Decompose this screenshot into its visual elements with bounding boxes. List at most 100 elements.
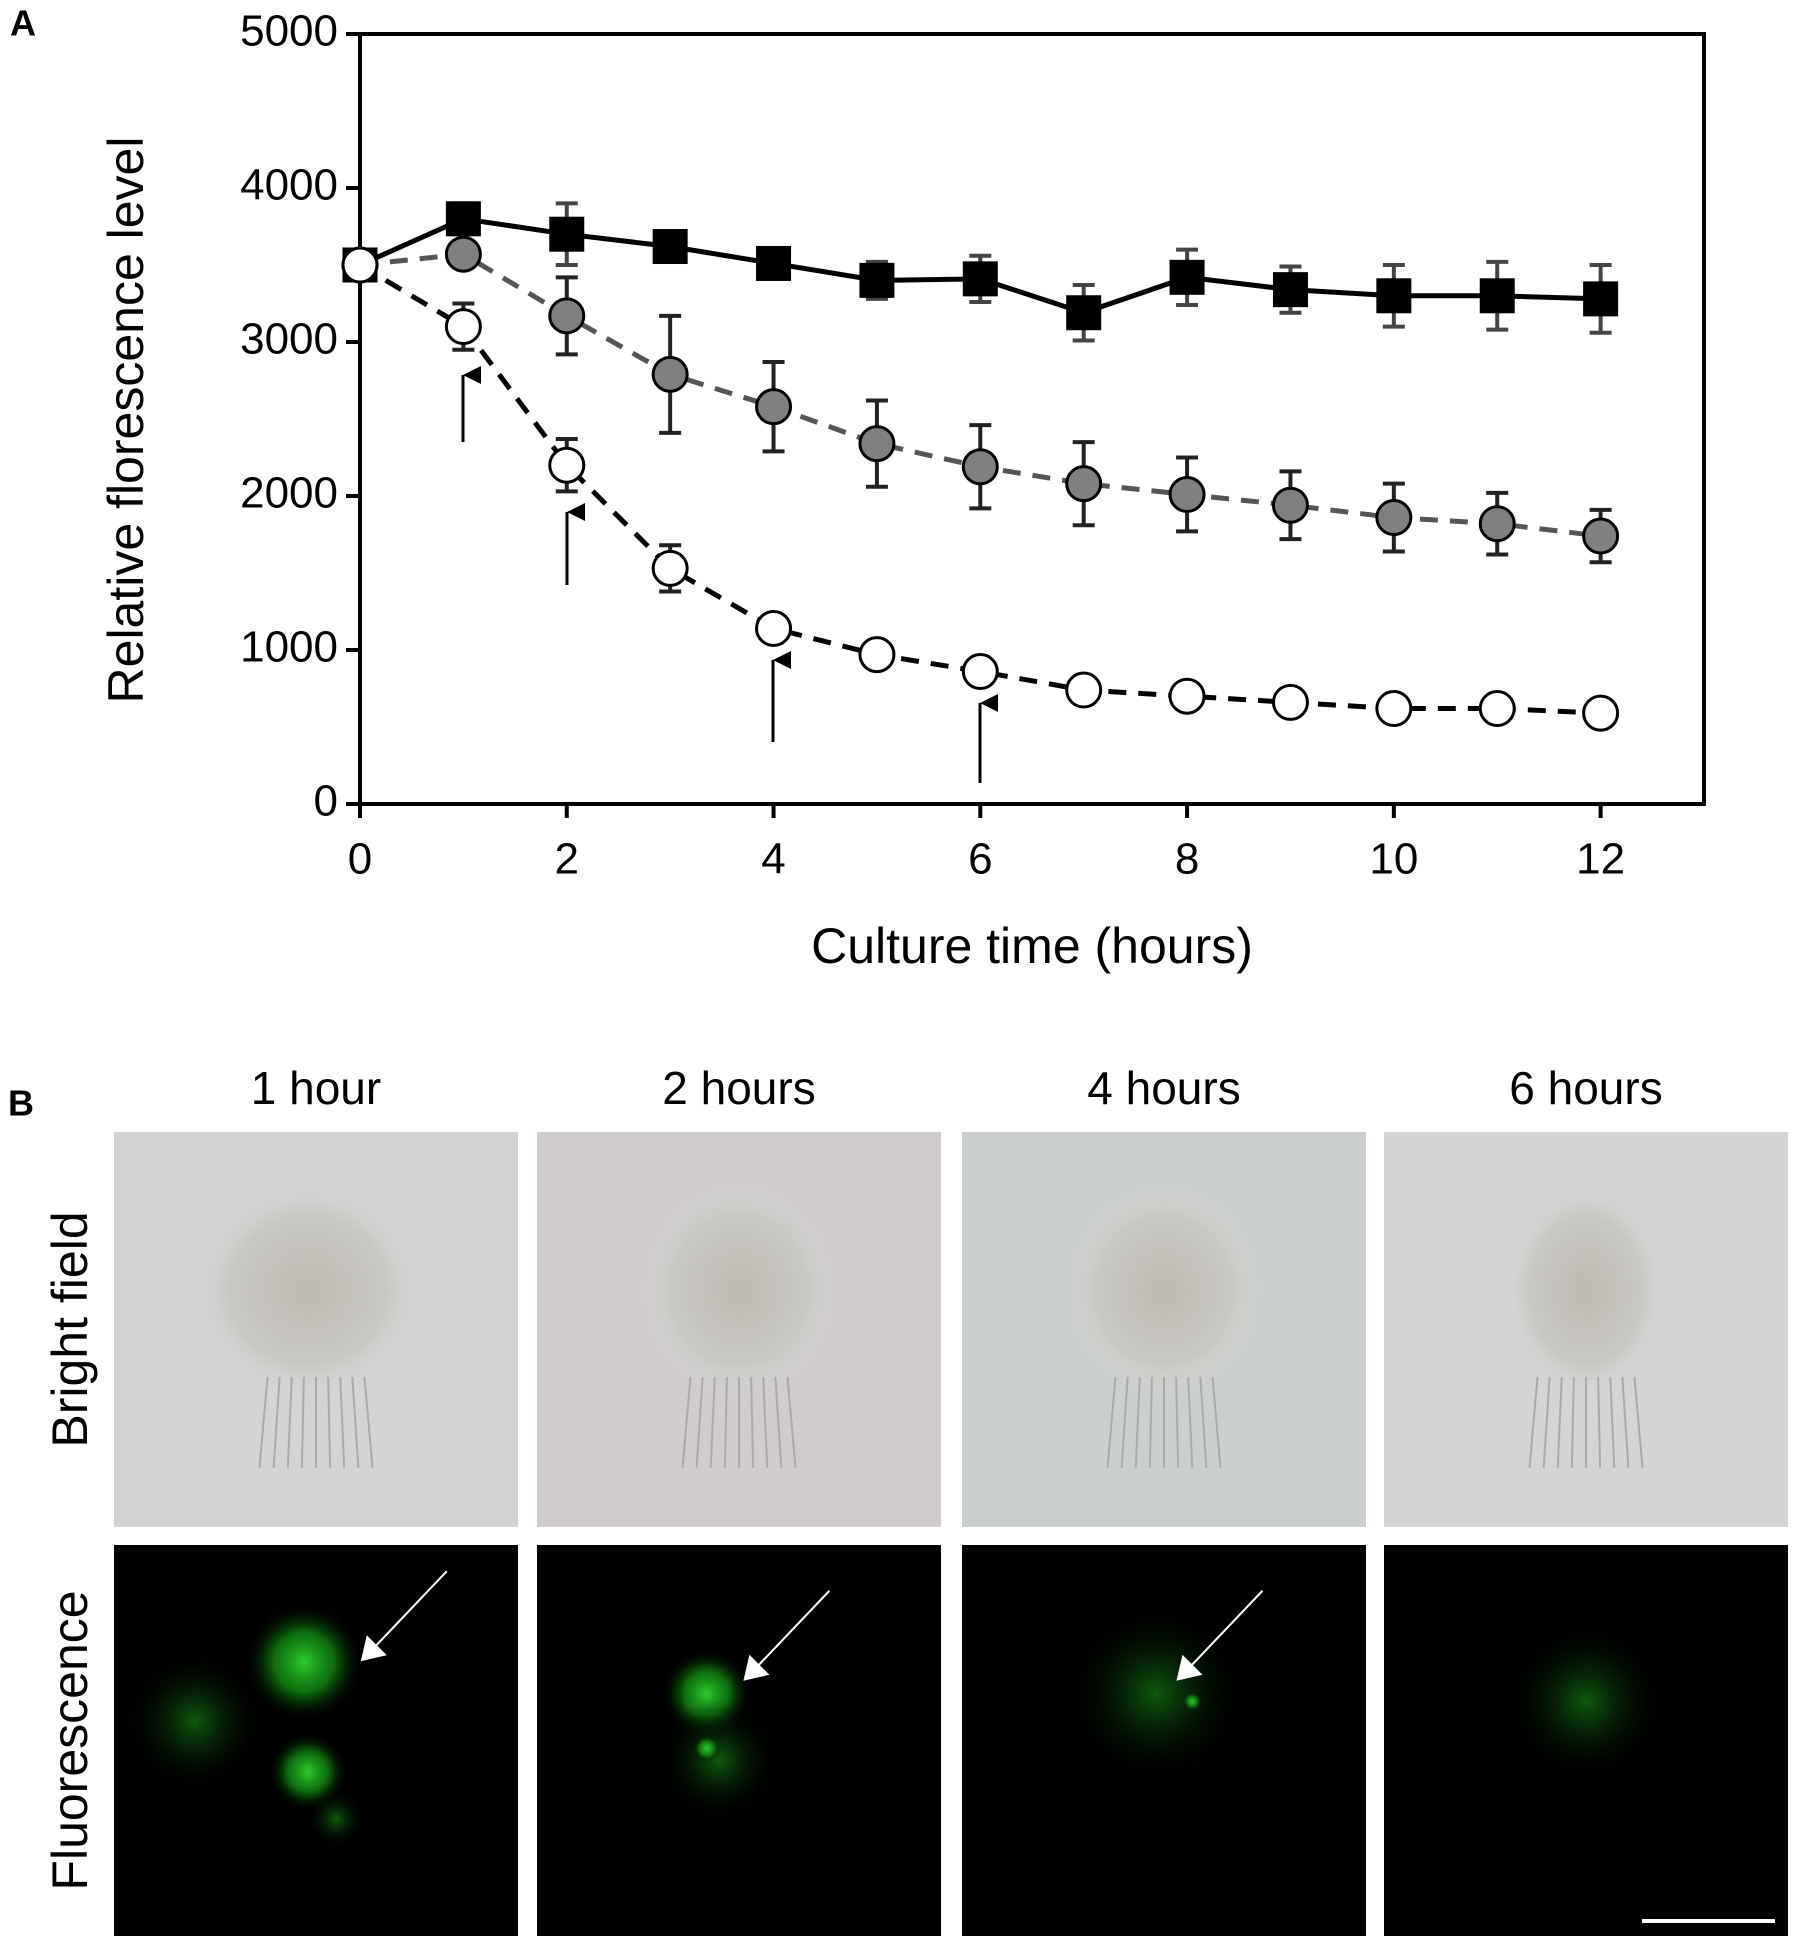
plot: 0 1000 2000 3000 4000 5000 0 2 4 6 8 10 12 [240, 7, 1706, 884]
marker [1479, 278, 1515, 314]
pointer-arrow [750, 1590, 831, 1674]
pointer-arrow [1183, 1590, 1264, 1674]
x-tick-label: 0 [348, 835, 372, 884]
marker [755, 388, 793, 426]
cell [194, 1183, 422, 1397]
marker [1272, 272, 1308, 308]
fluorescence-spot [243, 1602, 364, 1723]
cilia [272, 1376, 281, 1468]
cilia [1199, 1376, 1208, 1468]
marker [1271, 486, 1309, 524]
cilia [1570, 1376, 1575, 1468]
cilia [1187, 1376, 1194, 1468]
x-tick-label: 6 [968, 835, 992, 884]
pointer-arrowhead [743, 1654, 770, 1681]
row-label: Fluorescence [42, 1590, 98, 1890]
marker [549, 216, 585, 252]
marker [1169, 259, 1205, 295]
pointer-arrowhead [360, 1635, 387, 1662]
cilia [1621, 1376, 1630, 1468]
y-tick-label: 3000 [240, 315, 338, 364]
marker [1376, 278, 1412, 314]
marker [1582, 694, 1620, 732]
marker [652, 229, 688, 265]
cilia [1106, 1376, 1117, 1468]
cilia [709, 1376, 716, 1468]
image-panel: 1 hour 2 hours 4 hours 6 hours Bright field F… [42, 1062, 1788, 1936]
fluorescence-spot [124, 1650, 265, 1791]
fluorescence-spot [658, 1700, 779, 1821]
cilia [695, 1376, 704, 1468]
pointer-arrowhead [1176, 1654, 1203, 1681]
cilia [258, 1376, 269, 1468]
fluorescence-spot [306, 1788, 367, 1849]
marker [1066, 295, 1102, 331]
cilia [327, 1376, 332, 1468]
column-title: 2 hours [662, 1062, 815, 1114]
cilia [750, 1376, 755, 1468]
marker [1375, 690, 1413, 728]
annotation-arrows [461, 366, 998, 783]
x-tick-label: 8 [1175, 835, 1199, 884]
marker [1168, 475, 1206, 513]
marker [444, 235, 482, 273]
cilia [286, 1376, 293, 1468]
marker [1065, 671, 1103, 709]
cilia [1542, 1376, 1551, 1468]
marker [1478, 690, 1516, 728]
x-tick-label: 4 [761, 835, 785, 884]
y-axis-label: Relative florescence level [98, 137, 154, 704]
marker [444, 308, 482, 346]
marker [1582, 517, 1620, 555]
fluorescence-spot [1182, 1691, 1203, 1712]
marker [548, 446, 586, 484]
marker [1478, 505, 1516, 543]
cilia [1528, 1376, 1539, 1468]
row-label: Bright field [42, 1211, 98, 1447]
y-tick-label: 0 [314, 777, 338, 826]
cilia [774, 1376, 783, 1468]
y-tick-label: 1000 [240, 623, 338, 672]
marker [1583, 281, 1619, 317]
cilia [762, 1376, 769, 1468]
marker [859, 262, 895, 298]
plot-frame [358, 32, 1706, 806]
marker [445, 201, 481, 237]
cilia [1597, 1376, 1602, 1468]
x-tick-label: 10 [1369, 835, 1418, 884]
cilia [1175, 1376, 1180, 1468]
marker [1271, 683, 1309, 721]
cilia [1556, 1376, 1563, 1468]
marker [858, 636, 896, 674]
cell [642, 1183, 836, 1397]
pointer-arrow [368, 1570, 448, 1654]
cilia [339, 1376, 346, 1468]
cell [1067, 1183, 1261, 1397]
x-tick-label: 12 [1576, 835, 1625, 884]
column-title: 4 hours [1087, 1062, 1240, 1114]
marker [1168, 677, 1206, 715]
marker [1375, 499, 1413, 537]
cell [1505, 1183, 1667, 1397]
cilia [1148, 1376, 1153, 1468]
cilia [363, 1376, 374, 1468]
cilia [300, 1376, 305, 1468]
marker [651, 355, 689, 393]
cilia [1134, 1376, 1141, 1468]
cilia [1211, 1376, 1222, 1468]
y-tick-label: 2000 [240, 469, 338, 518]
fluorescence-spot [1065, 1603, 1246, 1784]
marker [1065, 465, 1103, 503]
marker [548, 297, 586, 335]
x-tick-label: 2 [555, 835, 579, 884]
cilia [1120, 1376, 1129, 1468]
cilia [786, 1376, 797, 1468]
marker [755, 609, 793, 647]
marker [961, 448, 999, 486]
panel-label: B [8, 1083, 34, 1124]
y-tick-label: 5000 [240, 7, 338, 56]
column-title: 1 hour [251, 1062, 381, 1114]
cilia [681, 1376, 692, 1468]
marker [756, 245, 792, 281]
